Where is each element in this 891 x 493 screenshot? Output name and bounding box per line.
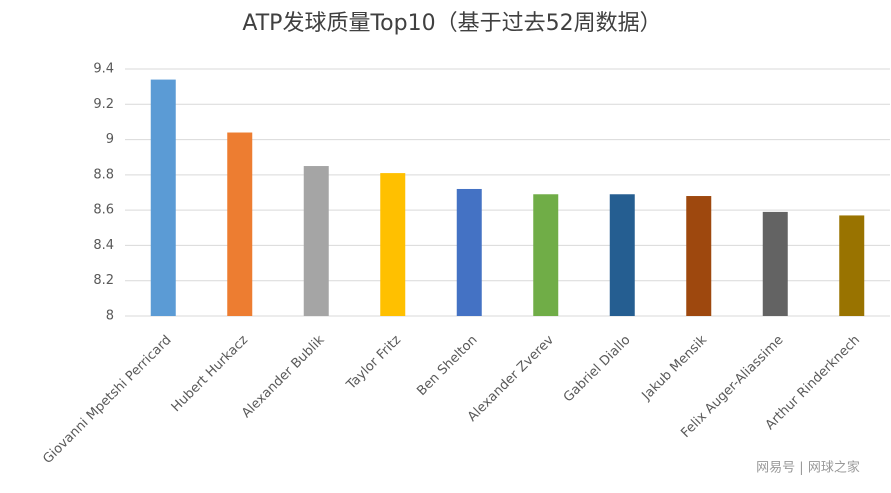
- y-tick-label: 9.4: [93, 62, 114, 77]
- bar: [533, 194, 559, 316]
- watermark: 网易号 | 网球之家: [756, 460, 860, 476]
- y-tick-label: 9: [106, 132, 114, 147]
- bar: [150, 79, 176, 316]
- y-tick-label: 8: [106, 309, 114, 324]
- bar: [456, 188, 482, 316]
- y-tick-label: 8.2: [93, 273, 114, 288]
- y-tick-label: 8.4: [93, 238, 114, 253]
- bar: [686, 196, 712, 316]
- bar: [227, 132, 253, 316]
- y-tick-label: 8.8: [93, 167, 114, 182]
- bar: [380, 173, 406, 316]
- chart-title: ATP发球质量Top10（基于过去52周数据）: [242, 11, 661, 36]
- bar: [303, 166, 329, 316]
- y-tick-label: 8.6: [93, 203, 114, 218]
- bar: [839, 215, 865, 316]
- bar: [762, 211, 788, 316]
- y-tick-label: 9.2: [93, 97, 114, 112]
- bar: [609, 194, 635, 316]
